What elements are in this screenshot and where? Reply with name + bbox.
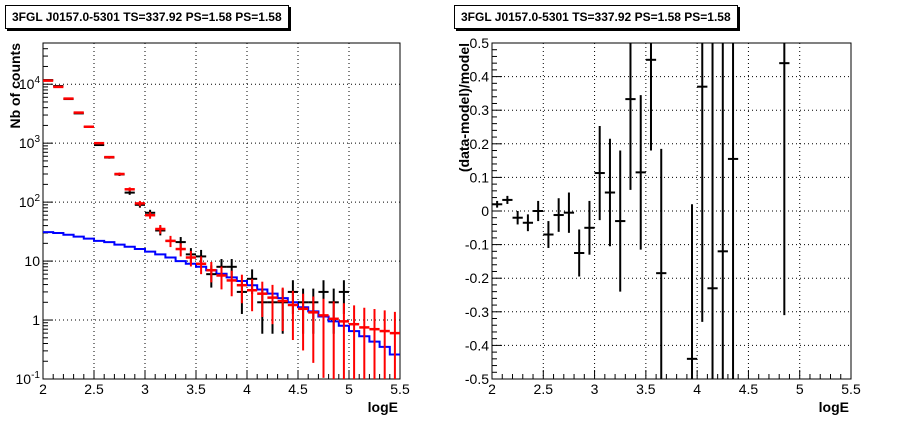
right-y-tick-label: -0.5 [465,371,489,387]
right-y-tick-label: 0.1 [470,169,490,185]
right-x-tick-label: 2.5 [534,381,554,397]
right-x-tick-label: 3.5 [636,381,656,397]
left-x-tick-label: 2 [39,381,47,397]
right-y-tick-label: 0.3 [470,102,490,118]
left-y-tick-label: 104 [19,75,41,92]
right-y-tick-label: 0.4 [470,69,490,85]
right-y-tick-label: -0.1 [465,237,489,253]
left-y-tick-label: 103 [19,134,41,151]
left-y-tick-label: 102 [19,193,41,210]
right-y-tick-label: -0.4 [465,337,489,353]
left-y-tick-label: 1 [32,312,40,328]
right-x-axis-label: logE [819,399,849,415]
right-x-tick-label: 5 [796,381,804,397]
right-y-tick-label: -0.3 [465,304,489,320]
right-plot-frame [491,42,852,380]
right-y-tick-label: 0 [481,203,489,219]
left-x-tick-label: 3.5 [186,381,206,397]
left-y-axis-label: Nb of counts [7,43,23,129]
left-x-tick-label: 4.5 [288,381,308,397]
left-model-step-line [43,231,400,356]
right-chart-title: 3FGL J0157.0-5301 TS=337.92 PS=1.58 PS=1… [454,5,738,29]
right-x-tick-label: 4 [693,381,701,397]
left-y-tick-label: 10 [24,253,40,269]
left-plot-frame [42,42,401,380]
right-y-axis-label: (data-model)/model [456,43,472,172]
left-x-axis-label: logE [368,399,398,415]
right-x-tick-label: 4.5 [739,381,759,397]
right-x-tick-label: 2 [488,381,496,397]
right-y-tick-label: 0.5 [470,35,490,51]
left-x-tick-label: 4 [243,381,251,397]
right-x-tick-label: 5.5 [841,381,861,397]
right-y-tick-label: -0.2 [465,270,489,286]
right-x-tick-label: 3 [591,381,599,397]
left-x-tick-label: 2.5 [84,381,104,397]
right-y-tick-label: 0.2 [470,136,490,152]
left-chart-title: 3FGL J0157.0-5301 TS=337.92 PS=1.58 PS=1… [5,5,289,29]
left-y-tick-label: 10-1 [16,370,41,387]
left-x-tick-label: 5 [345,381,353,397]
left-x-tick-label: 5.5 [390,381,410,397]
left-x-tick-label: 3 [141,381,149,397]
